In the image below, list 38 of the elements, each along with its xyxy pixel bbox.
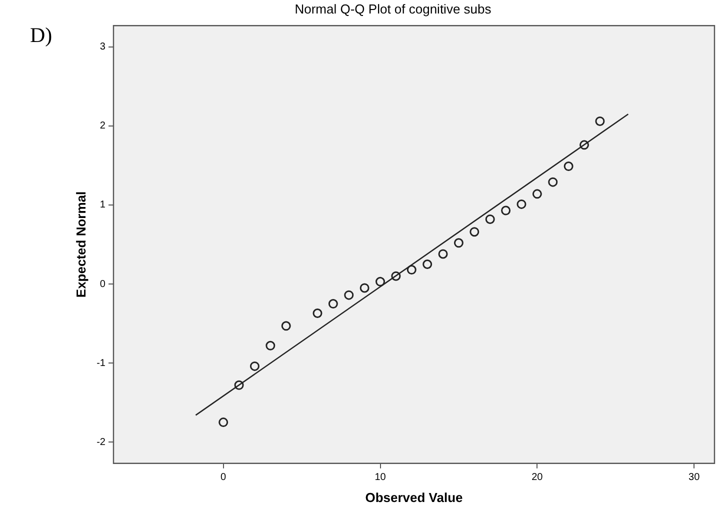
point [454,238,464,248]
point [470,227,480,237]
point [406,265,416,275]
point [438,249,448,259]
y-tick-label: 2 [100,120,106,132]
point [266,340,276,350]
point [281,321,291,331]
point [580,140,590,150]
point [360,283,370,293]
point [548,177,558,187]
x-axis-title: Observed Value [365,490,463,505]
y-tick-label: 3 [100,42,106,53]
x-tick-label: 30 [688,472,700,484]
y-tick-label: -1 [96,358,106,369]
x-tick-label: 0 [220,472,227,484]
point [422,260,432,270]
y-tick-label: 1 [100,200,106,211]
point [532,189,542,199]
point [376,276,386,286]
point [328,299,338,309]
chart-title: Normal Q-Q Plot of cognitive subs [294,1,492,16]
point [485,214,495,224]
point [250,361,260,371]
point [595,116,605,126]
point [516,199,526,209]
point [312,308,322,318]
point [501,206,511,216]
point [218,418,228,428]
y-axis-title: Expected Normal [73,191,88,298]
y-tick-label: -2 [96,436,106,448]
point [564,162,574,172]
point [391,271,401,281]
text: D) [30,23,52,48]
x-tick-label: 10 [374,472,386,484]
point [234,380,244,390]
y-tick-label: 0 [100,278,106,290]
x-tick-label: 20 [532,472,544,484]
point [344,290,354,300]
